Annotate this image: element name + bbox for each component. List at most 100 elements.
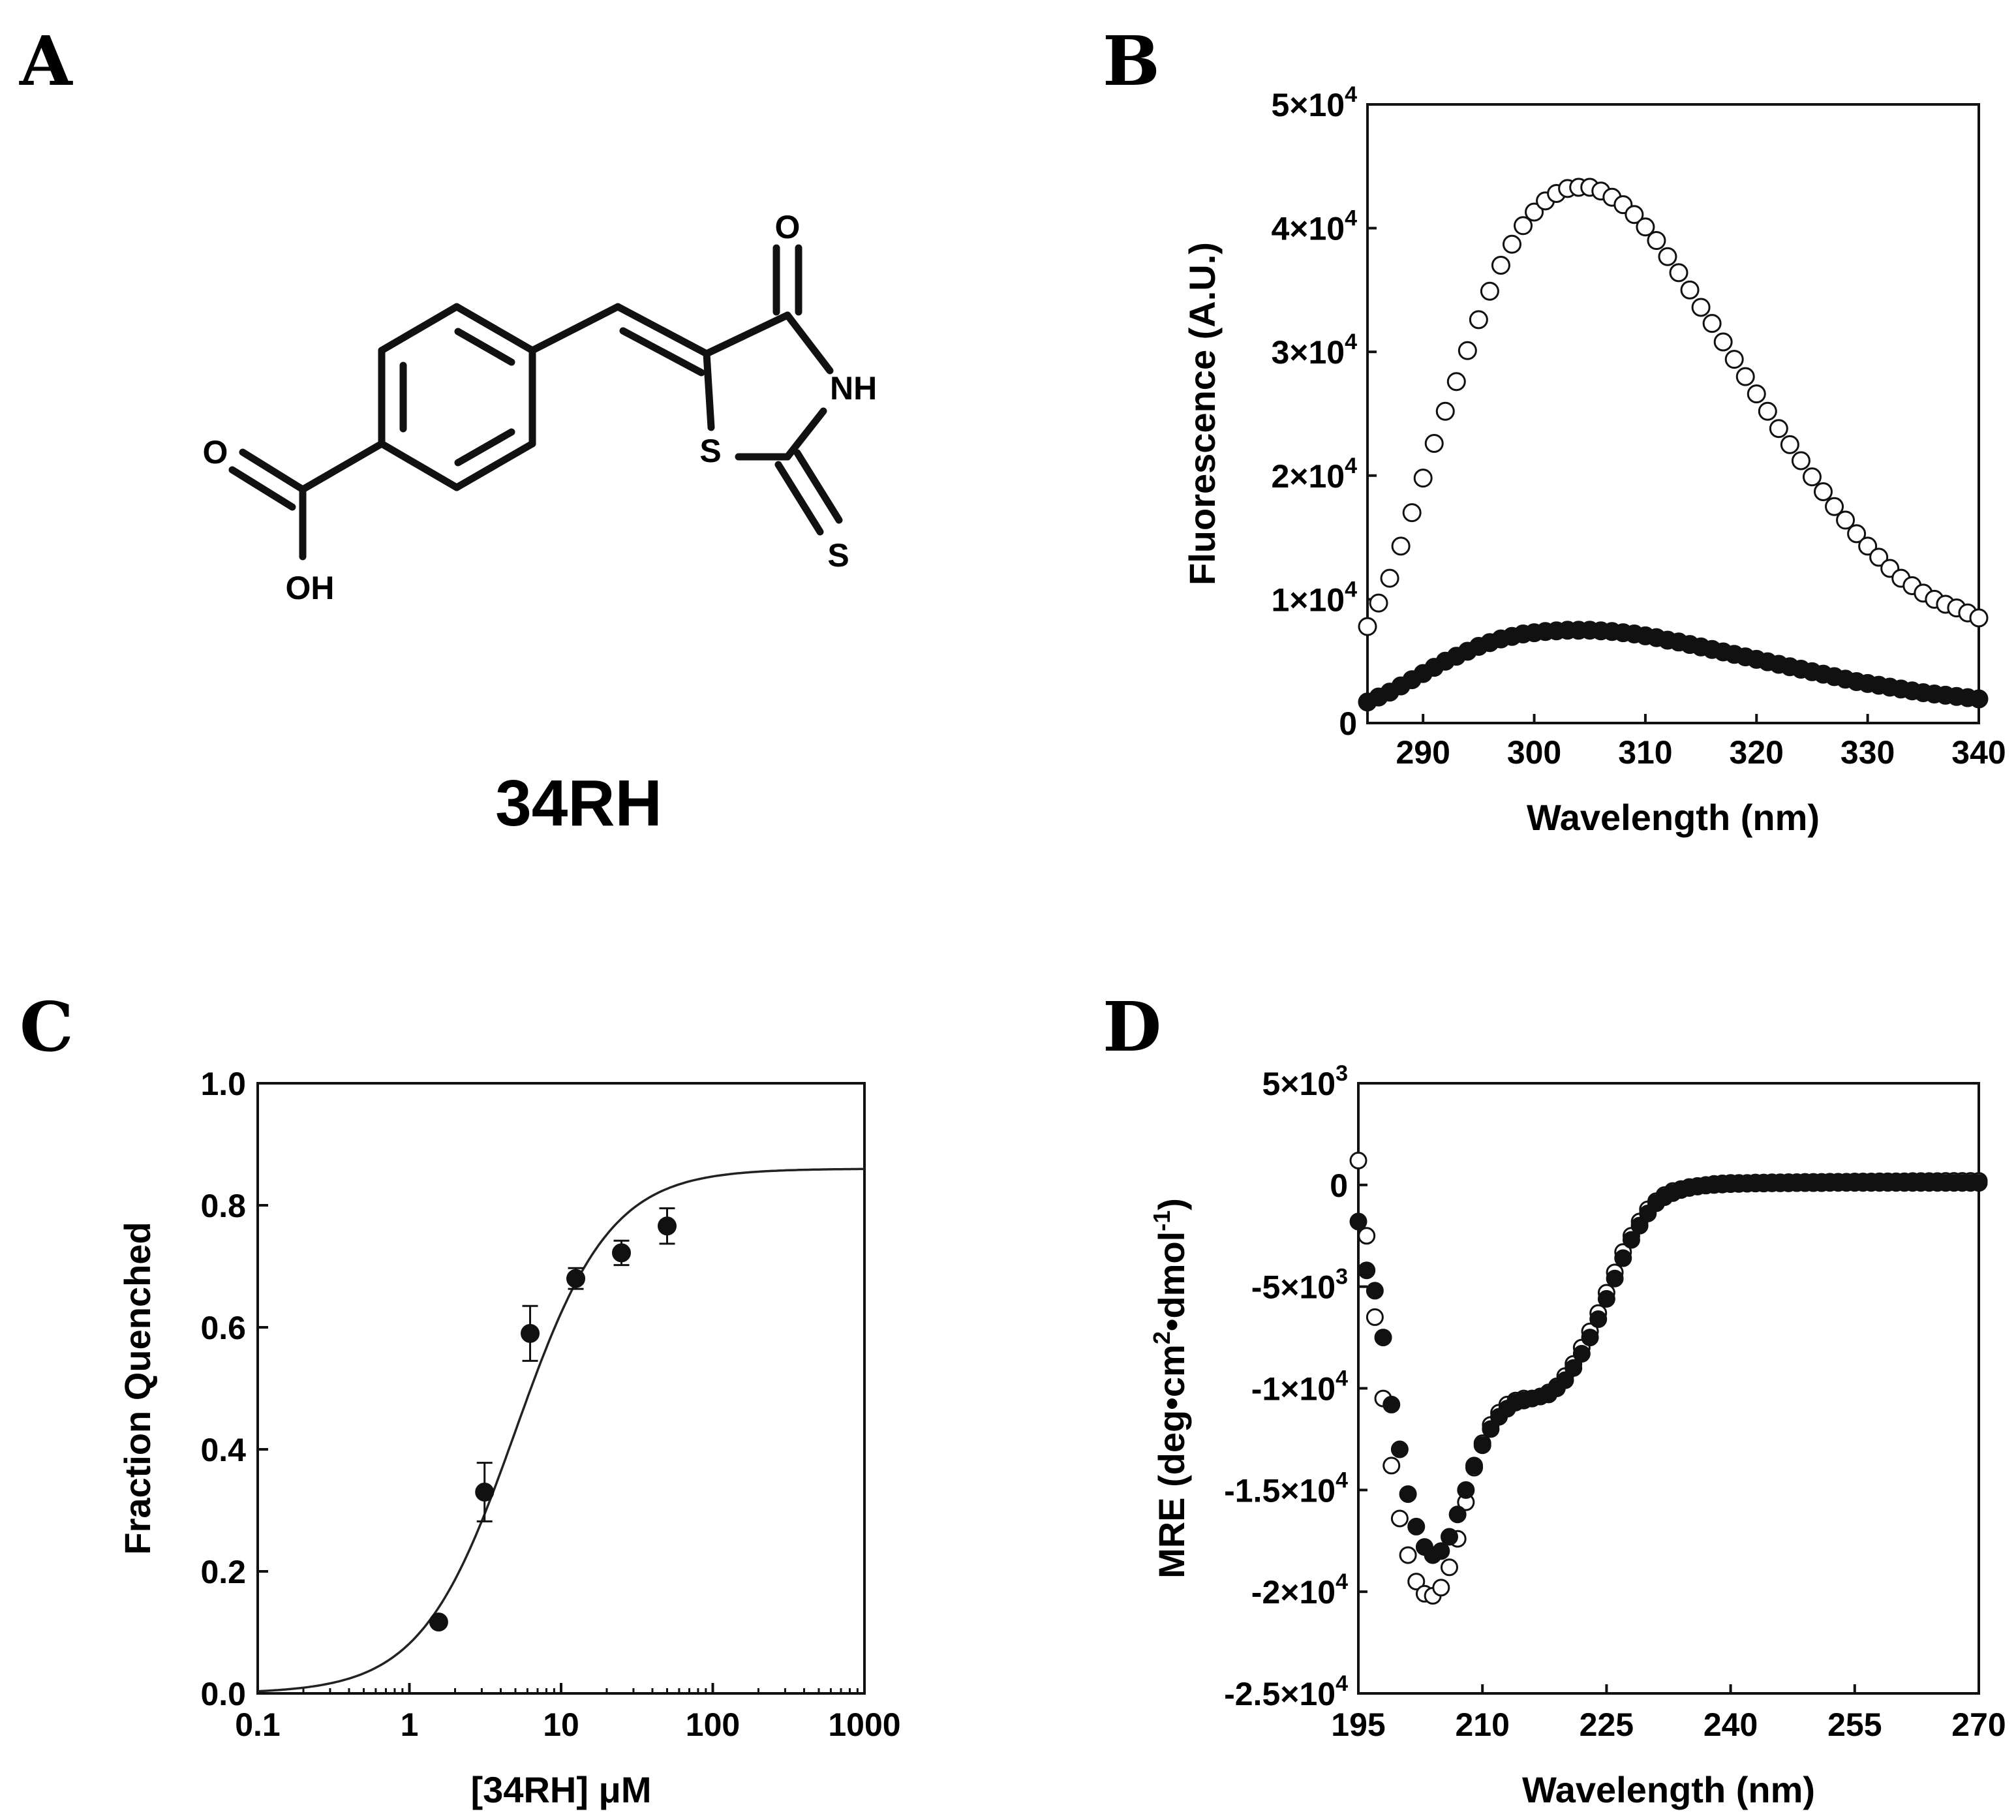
- b-y-tick-label-5: 5×104: [1271, 82, 1357, 123]
- c-data-point-5: [658, 1216, 677, 1236]
- d-filled-point-27: [1572, 1345, 1591, 1363]
- atom-nh: NH: [830, 370, 877, 407]
- d-filled-point-7: [1407, 1517, 1426, 1535]
- bond-benzene-inner-1: [454, 328, 515, 366]
- bond-thione-2: [793, 449, 843, 524]
- c-plot-frame: [256, 1082, 866, 1695]
- d-open-point-11: [1440, 1558, 1458, 1577]
- d-filled-point-4: [1382, 1395, 1401, 1413]
- d-open-point-5: [1390, 1509, 1409, 1528]
- d-y-axis-label: MRE (deg•cm2•dmol-1): [1148, 1198, 1192, 1579]
- c-y-tick-label-4: 0.8: [200, 1188, 246, 1224]
- c-x-tick-label-1: 1: [401, 1706, 419, 1743]
- b-x-tick-label-1: 300: [1507, 734, 1561, 771]
- b-open-point-30: [1691, 298, 1711, 317]
- c-y-tick-label-1: 0.2: [200, 1554, 246, 1590]
- bond-acid-double-2: [228, 466, 296, 511]
- d-filled-point-25: [1556, 1371, 1574, 1389]
- d-y-tick-label-2: -5×103: [1251, 1265, 1348, 1306]
- b-open-point-44: [1847, 524, 1867, 544]
- d-open-point-0: [1349, 1151, 1367, 1169]
- bond-thione-1: [774, 461, 824, 536]
- b-x-tick-label-5: 340: [1951, 734, 2006, 771]
- b-filled-point-55: [1969, 689, 1989, 709]
- b-y-axis-label: Fluorescence (A.U.): [1182, 242, 1223, 585]
- b-open-point-13: [1502, 234, 1521, 254]
- d-y-tick-label-1: 0: [1330, 1167, 1348, 1204]
- d-y-tick-label-3: -1×104: [1251, 1366, 1348, 1408]
- b-y-tick-label-4: 4×104: [1271, 206, 1357, 247]
- b-open-point-37: [1769, 419, 1788, 439]
- c-x-tick-label-4: 1000: [828, 1706, 900, 1743]
- b-y-tick-label-3: 3×104: [1271, 330, 1357, 371]
- atom-carbonyl-o: O: [775, 209, 801, 245]
- bond-benzene-1: [453, 303, 536, 354]
- bond-benzene-inner-2: [454, 428, 515, 467]
- d-x-tick-label-1: 210: [1455, 1706, 1509, 1743]
- b-open-point-3: [1391, 536, 1411, 556]
- d-filled-point-5: [1390, 1440, 1409, 1458]
- b-open-point-45: [1858, 536, 1878, 556]
- d-filled-point-0: [1349, 1212, 1367, 1231]
- b-x-tick-label-3: 320: [1730, 734, 1784, 771]
- b-open-point-9: [1458, 341, 1477, 360]
- b-open-point-8: [1446, 372, 1466, 392]
- b-open-point-10: [1469, 310, 1488, 330]
- b-open-point-15: [1525, 202, 1544, 222]
- bond-exocyclic-double-1: [614, 303, 710, 358]
- b-open-point-55: [1969, 608, 1989, 628]
- bond-benzene-4: [378, 440, 461, 491]
- d-open-point-10: [1432, 1579, 1450, 1597]
- d-filled-point-11: [1440, 1528, 1458, 1546]
- c-data-point-4: [612, 1243, 632, 1263]
- c-data-point-3: [566, 1269, 586, 1288]
- d-filled-point-26: [1565, 1359, 1583, 1377]
- c-y-tick-label-3: 0.6: [200, 1310, 246, 1346]
- b-open-point-27: [1658, 247, 1677, 266]
- d-filled-point-33: [1622, 1231, 1640, 1249]
- d-open-point-2: [1366, 1308, 1384, 1326]
- bond-benzene-3: [453, 440, 536, 491]
- c-x-tick-label-3: 100: [686, 1706, 740, 1743]
- d-x-tick-label-5: 270: [1951, 1706, 2006, 1743]
- panel-label-d: D: [1103, 987, 1161, 1067]
- b-y-tick-label-1: 1×104: [1271, 577, 1357, 618]
- b-open-point-5: [1413, 469, 1433, 488]
- b-open-point-33: [1724, 350, 1744, 369]
- atom-thione-s: S: [827, 537, 849, 574]
- d-filled-point-28: [1581, 1329, 1599, 1347]
- c-data-point-2: [521, 1323, 540, 1343]
- d-filled-point-1: [1358, 1261, 1376, 1280]
- b-open-point-40: [1802, 467, 1822, 487]
- d-filled-point-34: [1630, 1216, 1649, 1235]
- atom-oh: OH: [286, 570, 335, 606]
- d-x-axis-label: Wavelength (nm): [1522, 1769, 1815, 1810]
- c-x-axis-label: [34RH] μM: [471, 1769, 652, 1810]
- panel-label-c: C: [20, 987, 74, 1067]
- panel-label-b: B: [1103, 21, 1160, 101]
- b-open-point-12: [1491, 255, 1510, 275]
- d-open-point-6: [1399, 1546, 1417, 1564]
- b-open-point-39: [1791, 451, 1810, 470]
- b-open-point-0: [1358, 617, 1377, 636]
- d-y-tick-label-6: -2.5×104: [1224, 1671, 1348, 1712]
- d-filled-point-12: [1448, 1505, 1467, 1524]
- b-open-point-7: [1435, 401, 1455, 421]
- b-open-point-35: [1747, 384, 1766, 404]
- b-open-point-34: [1735, 367, 1755, 386]
- d-filled-point-75: [1970, 1174, 1988, 1192]
- d-y-tick-label-5: -2×104: [1251, 1569, 1348, 1611]
- atom-ring-s: S: [699, 433, 721, 469]
- bond-c5-s: [703, 350, 715, 431]
- c-x-tick-label-0: 0.1: [235, 1706, 281, 1743]
- b-open-point-46: [1869, 548, 1889, 567]
- b-open-point-26: [1647, 231, 1666, 251]
- d-filled-point-32: [1614, 1249, 1632, 1267]
- c-data-point-1: [475, 1482, 495, 1502]
- d-open-point-1: [1358, 1227, 1376, 1245]
- d-filled-point-31: [1606, 1269, 1624, 1288]
- d-x-tick-label-0: 195: [1331, 1706, 1385, 1743]
- c-y-tick-label-0: 0.0: [200, 1676, 246, 1712]
- b-open-point-25: [1636, 217, 1655, 237]
